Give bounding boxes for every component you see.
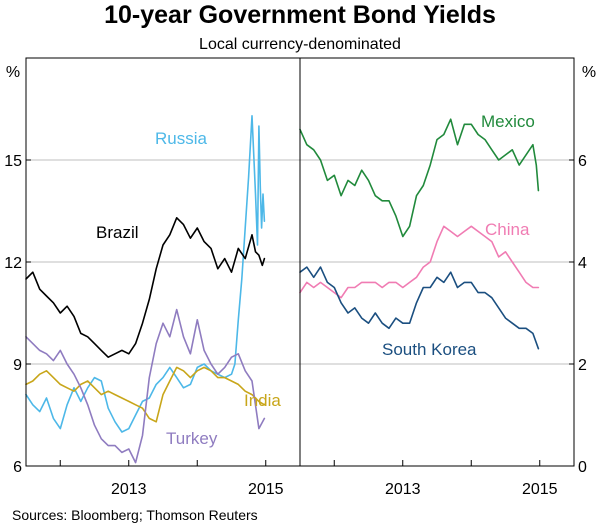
xtick-label-right-2013: 2013 [385,481,421,498]
left-axis-unit: % [6,64,20,81]
label-south-korea: South Korea [382,340,477,359]
ytick-label-right-2: 2 [578,357,587,374]
chart-title: 10-year Government Bond Yields [104,1,496,29]
source-note: Sources: Bloomberg; Thomson Reuters [12,507,258,523]
series-line-south-korea [299,266,540,350]
series-line-turkey [25,308,266,464]
left-panel-series [25,115,266,464]
label-china: China [485,220,530,239]
label-india: India [244,391,281,410]
ytick-label-left-9: 9 [13,357,22,374]
label-brazil: Brazil [96,223,139,242]
ytick-label-left-6: 6 [13,459,22,476]
label-russia: Russia [155,129,208,148]
xtick-label-left-2013: 2013 [111,481,147,498]
label-turkey: Turkey [166,429,218,448]
xtick-label-left-2015: 2015 [248,481,284,498]
series-line-brazil [25,217,266,359]
right-panel-gridlines [300,159,574,365]
ytick-label-right-4: 4 [578,255,587,272]
right-panel-ticks: 0 2 4 6 2013 2015 [333,153,587,498]
xtick-label-right-2015: 2015 [522,481,558,498]
ytick-label-left-15: 15 [4,153,22,170]
ytick-label-right-0: 0 [578,459,587,476]
left-panel-ticks: 6 9 12 15 2013 2015 [4,153,283,498]
series-line-china [299,225,540,299]
ytick-label-right-6: 6 [578,153,587,170]
right-panel-series [299,118,540,350]
right-axis-unit: % [582,64,596,81]
label-mexico: Mexico [481,112,535,131]
chart-subtitle: Local currency-denominated [199,36,401,53]
ytick-label-left-12: 12 [4,255,22,272]
series-line-mexico [299,118,540,238]
